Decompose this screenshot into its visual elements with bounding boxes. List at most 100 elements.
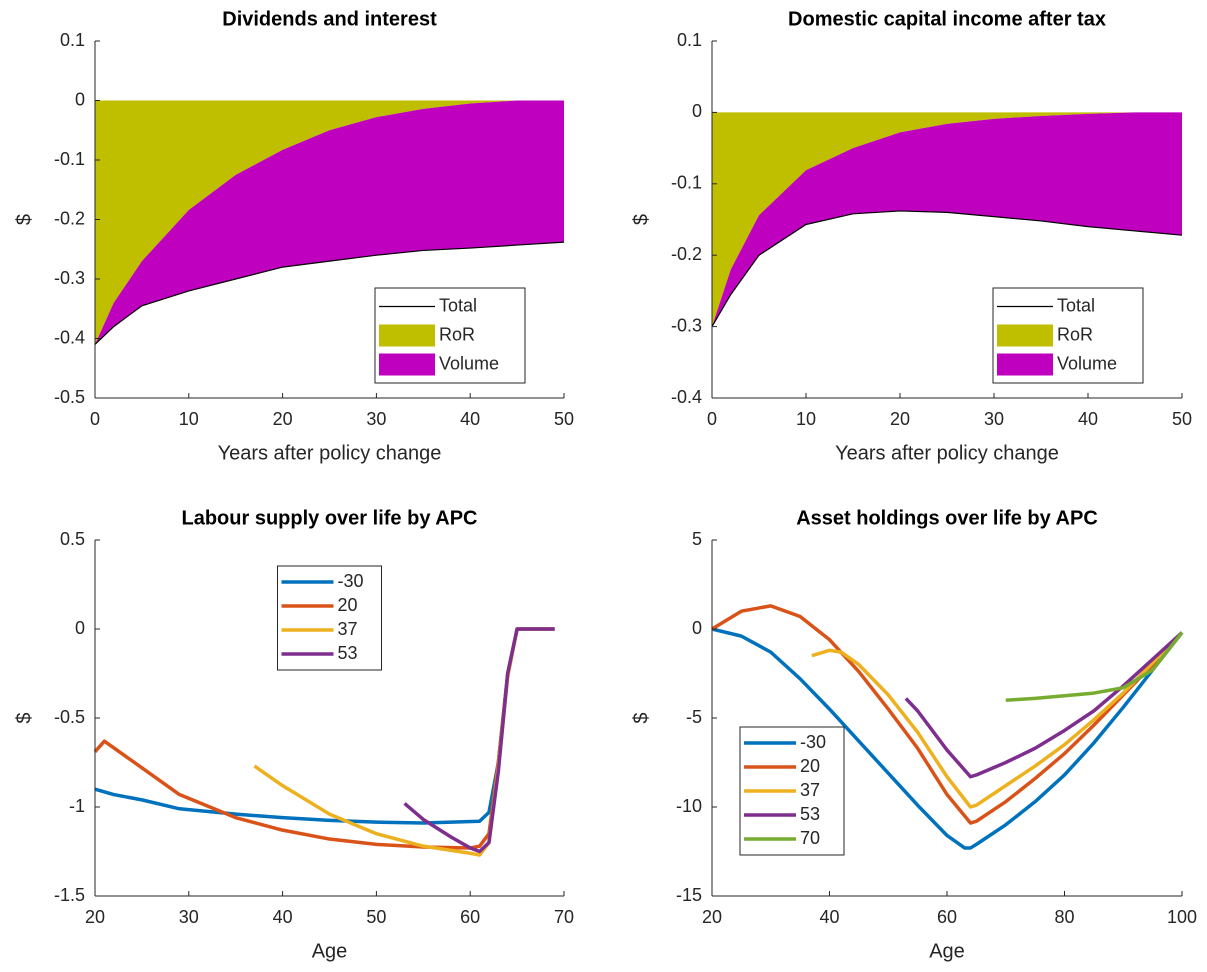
legend-label: 20 [338, 595, 358, 615]
subplot: -15 -10 -5 0 5 20 40 60 80 100 Asset holdings over… [630, 507, 1197, 962]
y-tick-label: 0 [692, 618, 702, 638]
x-tick-label: 40 [460, 409, 480, 429]
y-tick-label: 0.1 [60, 30, 85, 50]
legend-label: Volume [1057, 353, 1117, 373]
x-tick-label: 0 [707, 409, 717, 429]
area [712, 112, 1182, 327]
y-tick-label: -1.5 [54, 885, 85, 905]
x-tick-label: 30 [984, 409, 1004, 429]
line [711, 604, 1184, 825]
legend-label: 37 [338, 619, 358, 639]
y-tick-label: 0 [75, 618, 85, 638]
legend-swatch [379, 353, 435, 376]
y-tick-label: -15 [676, 885, 702, 905]
plot-area [711, 604, 1184, 850]
line [1005, 631, 1184, 702]
legend: Total RoR Volume [374, 287, 526, 384]
legend: -30 20 37 53 70 [739, 726, 845, 856]
x-tick-label: 50 [554, 409, 574, 429]
y-tick-label: -0.2 [671, 244, 702, 264]
x-tick-label: 10 [796, 409, 816, 429]
legend-label: 70 [800, 828, 820, 848]
x-tick-label: 20 [85, 907, 105, 927]
x-tick-label: 60 [460, 907, 480, 927]
chart-title: Dividends and interest [222, 8, 437, 30]
subplot: -0.4 -0.3 -0.2 -0.1 0 0.1 0 10 20 30 40 50 Domestic … [630, 8, 1192, 464]
plot-area [93, 627, 555, 857]
x-axis-label: Age [929, 940, 965, 962]
legend-swatch [379, 324, 435, 347]
y-tick-label: -0.1 [54, 149, 85, 169]
legend-swatch [997, 353, 1053, 376]
legend-label: Volume [439, 353, 499, 373]
area [712, 112, 1182, 327]
legend-label: 53 [338, 643, 358, 663]
y-tick-label: -0.4 [54, 327, 85, 347]
x-axis-label: Years after policy change [218, 442, 442, 464]
y-tick-label: 0.5 [60, 529, 85, 549]
y-tick-label: -1 [69, 796, 85, 816]
y-tick-label: -0.1 [671, 173, 702, 193]
x-tick-label: 50 [366, 907, 386, 927]
legend-label: RoR [1057, 324, 1093, 344]
x-tick-label: 10 [179, 409, 199, 429]
line [811, 631, 1184, 809]
legend-label: 37 [800, 780, 820, 800]
line [403, 627, 555, 854]
y-tick-label: -0.3 [54, 268, 85, 288]
y-axis-label: $ [13, 214, 35, 225]
y-tick-label: 0 [75, 89, 85, 109]
legend-swatch [997, 324, 1053, 347]
legend-label: 20 [800, 756, 820, 776]
legend: Total RoR Volume [992, 287, 1144, 384]
y-tick-label: 0 [692, 101, 702, 121]
subplot: -1.5 -1 -0.5 0 0.5 20 30 40 50 60 70 Labour supply … [13, 507, 574, 962]
chart-title: Labour supply over life by APC [182, 507, 478, 529]
legend-label: Total [439, 295, 477, 315]
x-tick-label: 30 [366, 409, 386, 429]
y-tick-label: -0.5 [54, 707, 85, 727]
y-axis-label: $ [13, 712, 35, 723]
legend-label: -30 [338, 571, 364, 591]
line [904, 631, 1184, 779]
x-tick-label: 40 [819, 907, 839, 927]
legend-label: -30 [800, 732, 826, 752]
x-axis-label: Age [312, 940, 348, 962]
x-tick-label: 0 [90, 409, 100, 429]
x-axis-label: Years after policy change [835, 442, 1059, 464]
y-tick-label: 0.1 [677, 30, 702, 50]
x-tick-label: 40 [1078, 409, 1098, 429]
line [711, 627, 1184, 850]
y-axis-label: $ [630, 214, 652, 225]
area [95, 100, 564, 345]
y-tick-label: -0.4 [671, 387, 702, 407]
x-tick-label: 50 [1172, 409, 1192, 429]
line [94, 241, 565, 345]
legend-label: RoR [439, 324, 475, 344]
y-tick-label: -0.2 [54, 208, 85, 228]
x-tick-label: 20 [273, 409, 293, 429]
subplot: -0.5 -0.4 -0.3 -0.2 -0.1 0 0.1 0 10 20 30 40 50 Divid… [13, 8, 574, 464]
legend-label: Total [1057, 295, 1095, 315]
y-tick-label: -5 [686, 707, 702, 727]
y-axis-label: $ [630, 712, 652, 723]
x-tick-label: 30 [179, 907, 199, 927]
line [711, 210, 1183, 327]
y-tick-label: -0.3 [671, 315, 702, 335]
x-tick-label: 20 [702, 907, 722, 927]
legend-label: 53 [800, 804, 820, 824]
x-tick-label: 70 [554, 907, 574, 927]
x-tick-label: 60 [937, 907, 957, 927]
chart-title: Domestic capital income after tax [788, 8, 1106, 30]
y-tick-label: -0.5 [54, 387, 85, 407]
plot-area [94, 100, 565, 345]
plot-area [711, 112, 1183, 327]
area [95, 100, 564, 345]
x-tick-label: 100 [1167, 907, 1197, 927]
x-tick-label: 40 [273, 907, 293, 927]
x-tick-label: 20 [890, 409, 910, 429]
chart-title: Asset holdings over life by APC [796, 507, 1098, 529]
y-tick-label: 5 [692, 529, 702, 549]
y-tick-label: -10 [676, 796, 702, 816]
